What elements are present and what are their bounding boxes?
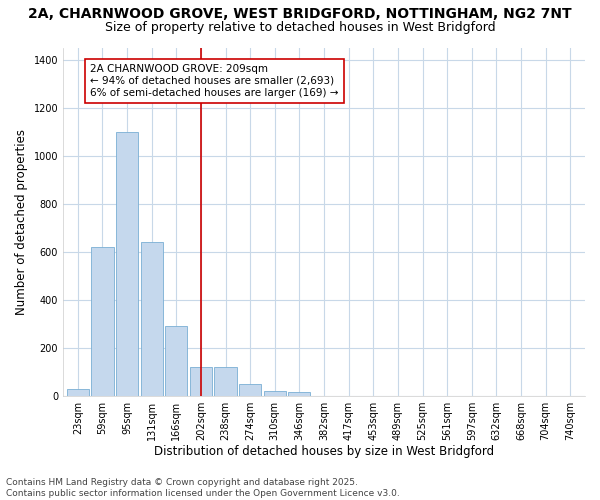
Bar [214,367,236,396]
Text: 2A CHARNWOOD GROVE: 209sqm
← 94% of detached houses are smaller (2,693)
6% of se: 2A CHARNWOOD GROVE: 209sqm ← 94% of deta… [90,64,338,98]
Bar [165,326,187,396]
Bar [190,367,212,396]
Bar [264,391,286,396]
Bar [67,389,89,396]
Y-axis label: Number of detached properties: Number of detached properties [15,128,28,314]
Text: 2A, CHARNWOOD GROVE, WEST BRIDGFORD, NOTTINGHAM, NG2 7NT: 2A, CHARNWOOD GROVE, WEST BRIDGFORD, NOT… [28,8,572,22]
Bar [239,384,261,396]
Bar [116,132,138,396]
X-axis label: Distribution of detached houses by size in West Bridgford: Distribution of detached houses by size … [154,444,494,458]
Text: Size of property relative to detached houses in West Bridgford: Size of property relative to detached ho… [104,21,496,34]
Bar [289,392,310,396]
Text: Contains HM Land Registry data © Crown copyright and database right 2025.
Contai: Contains HM Land Registry data © Crown c… [6,478,400,498]
Bar [91,247,113,396]
Bar [140,242,163,396]
